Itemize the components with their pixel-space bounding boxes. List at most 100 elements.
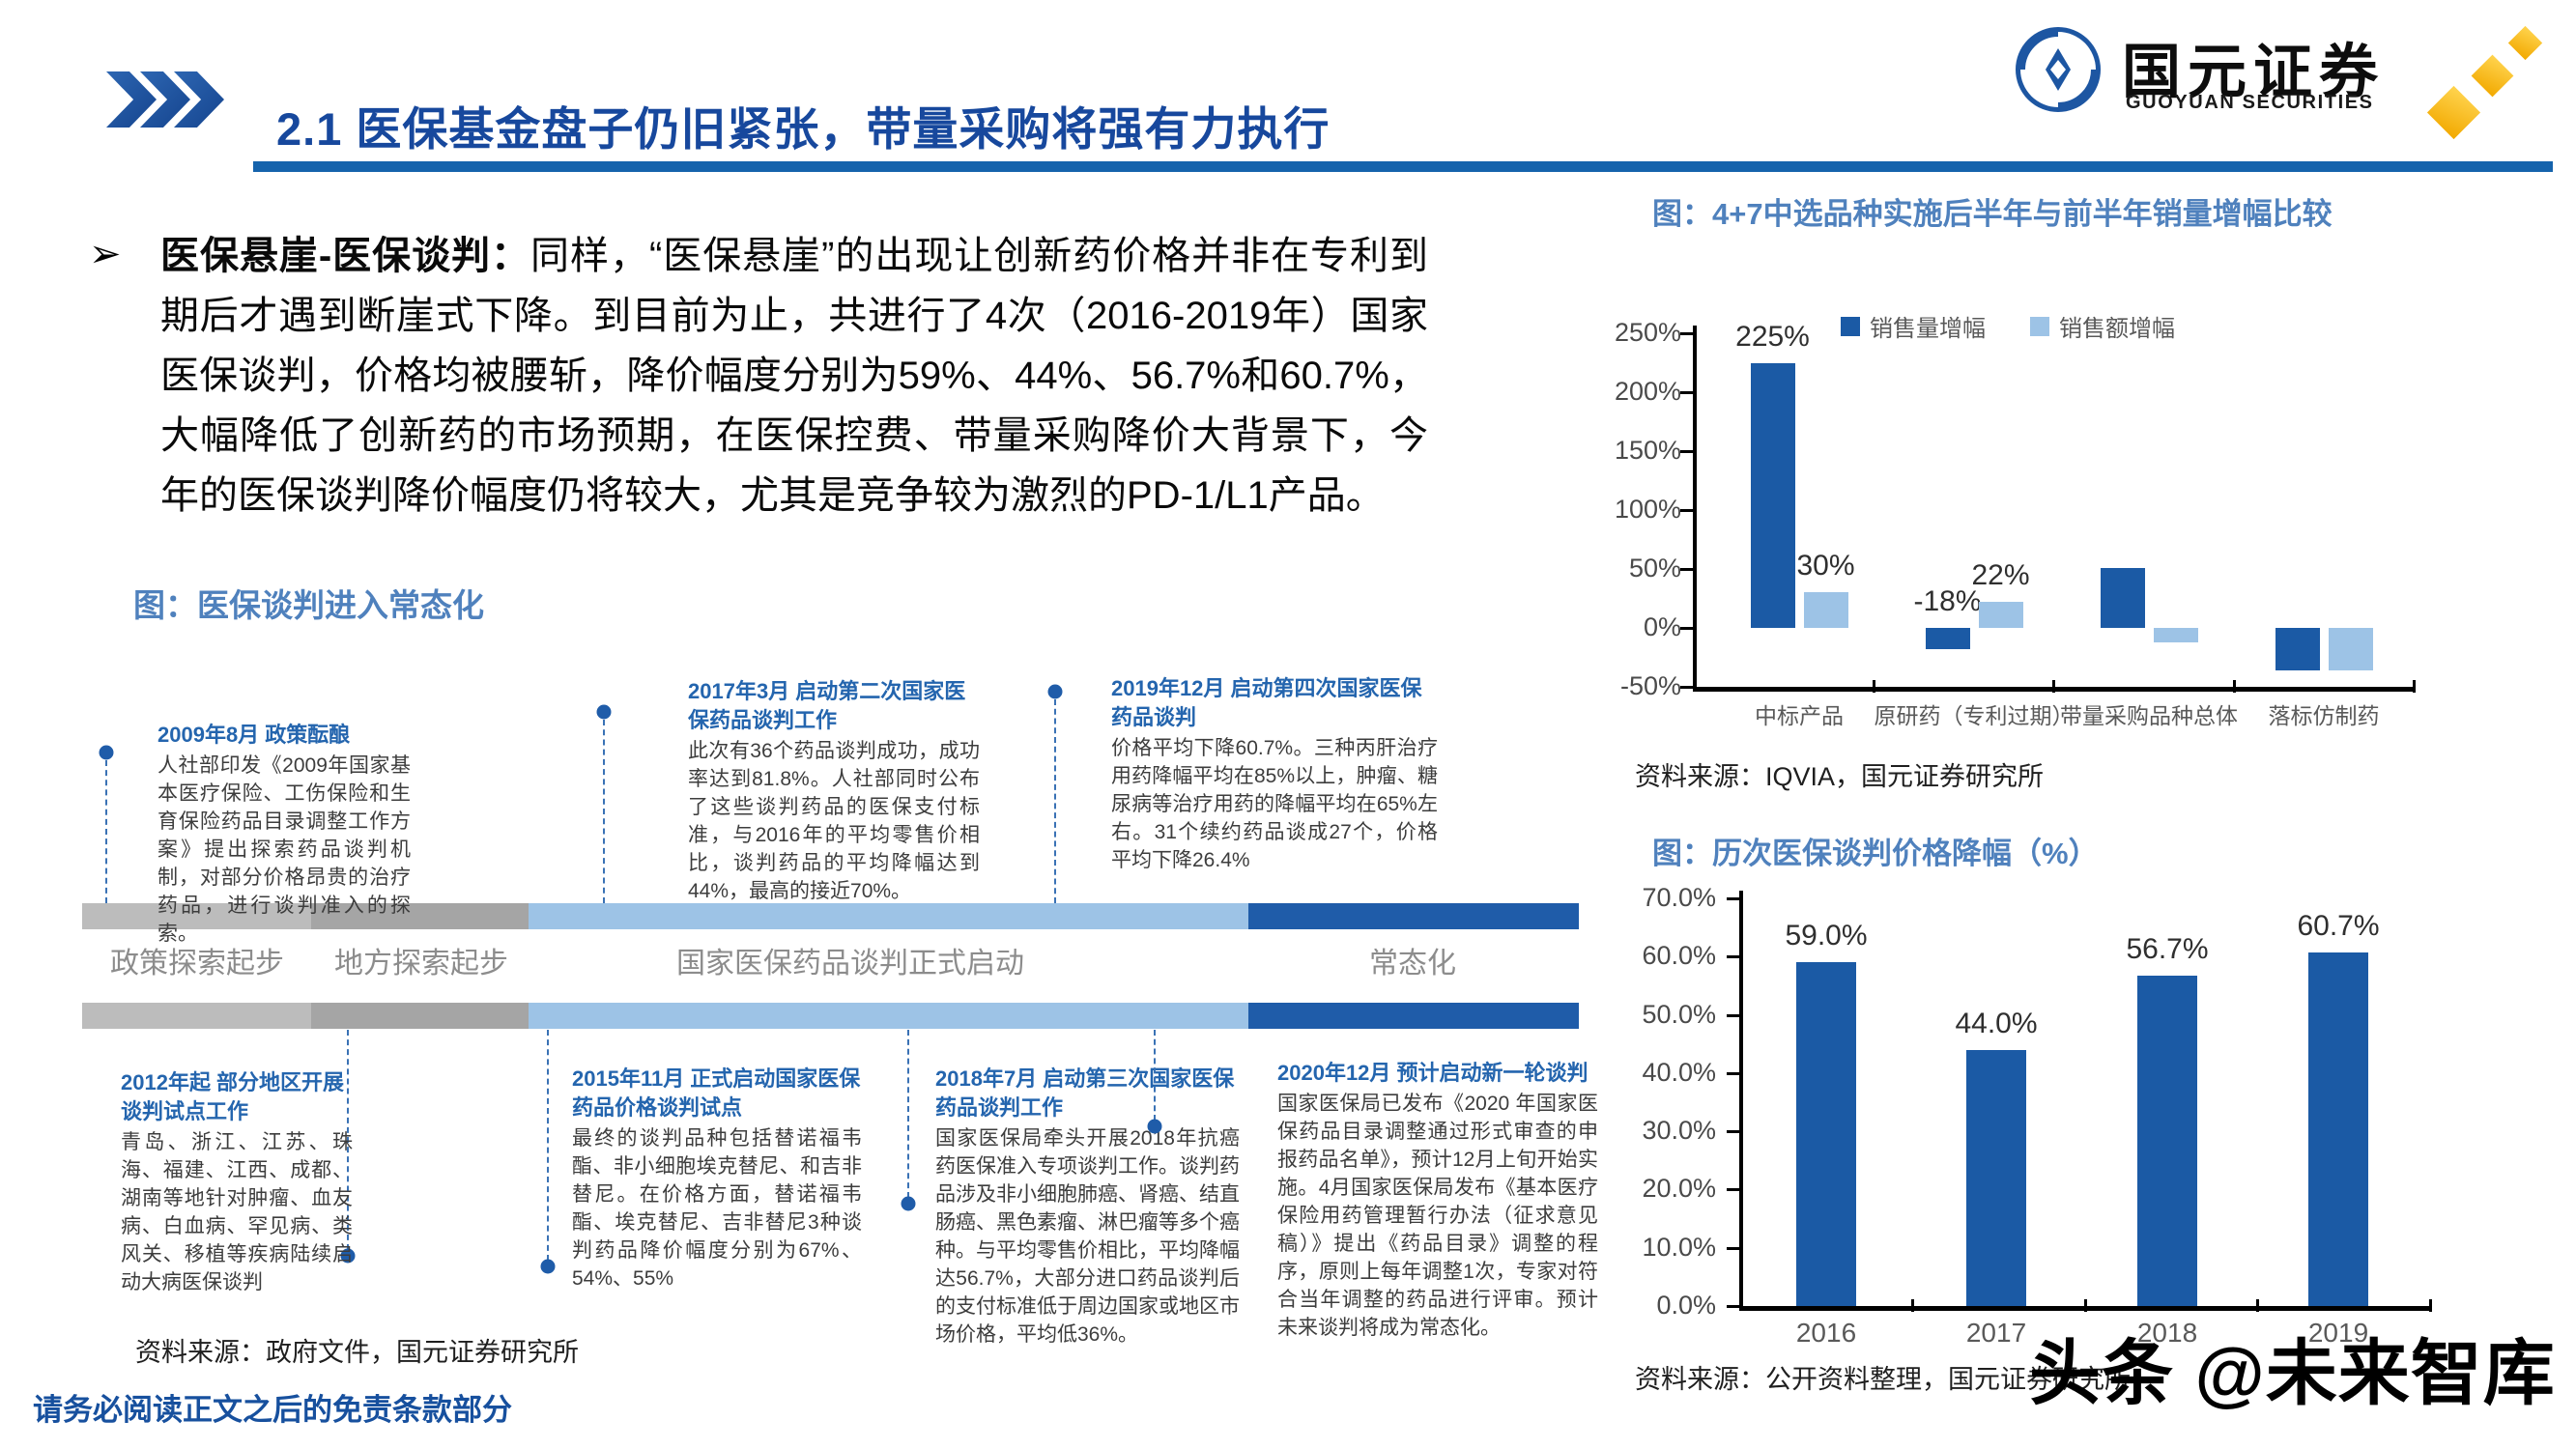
y-tick-mark [1727,1246,1739,1250]
y-tick-mark [1727,1071,1739,1075]
category-label: 2017 [1965,1318,2027,1348]
bar-value-label: 225% [1735,320,1810,353]
footer-disclaimer: 请务必阅读正文之后的免责条款部分 [33,1393,512,1427]
bar-value-label: 44.0% [1955,1007,2038,1039]
milestone: 2012年起 部分地区开展谈判试点工作 青岛、浙江、江苏、珠海、福建、江西、成都、… [121,1068,353,1296]
y-tick-mark [1727,1130,1739,1134]
y-tick-label: 20.0% [1642,1174,1716,1204]
timeline-stage-segment [82,1003,311,1029]
legend-label: 销售量增幅 [1870,316,1986,342]
y-tick-label: 40.0% [1642,1057,1716,1087]
y-tick-mark [1727,1188,1739,1192]
milestone-body: 国家医保局已发布《2020 年国家医保药品目录调整通过形式审查的申报药品名单》，… [1277,1093,1598,1339]
y-tick-label: 70.0% [1642,882,1716,912]
guoyuan-logo-icon [2016,27,2101,112]
timeline-stage-segment [1248,903,1579,929]
y-tick-mark [1680,627,1693,630]
bar [1796,962,1856,1306]
y-tick-label: 50.0% [1642,999,1716,1029]
y-tick-label: 200% [1614,377,1681,406]
y-tick-mark [1727,1013,1739,1017]
bar-value-label: 30% [1796,550,1855,582]
bar [2153,628,2198,642]
milestone-connector [1154,1030,1156,1121]
x-tick-mark [1872,680,1875,693]
key-point-paragraph: 医保悬崖-医保谈判：同样，“医保悬崖”的出现让创新药价格并非在专利到期后才遇到断… [160,226,1428,526]
y-tick-mark [1727,1305,1739,1308]
legend-item: 销售额增幅 [2030,309,2175,343]
bar [1925,628,1970,649]
y-tick-mark [1680,509,1693,512]
bar [1978,602,2023,628]
y-tick-label: 30.0% [1642,1116,1716,1146]
bar [2308,952,2368,1306]
timeline-stage-segment [1248,1003,1579,1029]
legend-swatch-icon [1841,316,1860,336]
timeline-stage-segment [529,1003,1248,1029]
bar [2100,567,2145,628]
bar [2137,976,2197,1306]
x-tick-mark [2429,1299,2432,1312]
milestone-heading: 2009年8月 政策酝酿 [157,723,351,747]
y-tick-label: 0.0% [1656,1291,1716,1320]
bullet-arrow-icon: ➢ [89,233,122,275]
x-tick-mark [2413,680,2416,693]
logo-diamond-icon [2471,54,2514,98]
milestone-connector [547,1030,549,1261]
milestone-body: 价格平均下降60.7%。三种丙肝治疗用药降幅平均在85%以上，肿瘤、糖尿病等治疗… [1111,737,1438,871]
bar [1966,1049,2026,1306]
timeline-source: 资料来源：政府文件，国元证券研究所 [135,1338,579,1367]
milestone-body: 青岛、浙江、江苏、珠海、福建、江西、成都、湖南等地针对肿瘤、血友病、白血病、罕见… [121,1131,353,1293]
y-tick-label: 0% [1643,612,1681,641]
milestone: 2019年12月 启动第四次国家医保药品谈判 价格平均下降60.7%。三种丙肝治疗… [1111,674,1438,874]
milestone-heading: 2017年3月 启动第二次国家医保药品谈判工作 [688,679,966,732]
milestone-dot [340,1248,356,1264]
y-tick-mark [1680,686,1693,689]
milestone: 2017年3月 启动第二次国家医保药品谈判工作 此次有36个药品谈判成功，成功率达… [688,677,980,905]
bar [2275,628,2320,670]
y-tick-label: 250% [1614,318,1681,347]
milestone: 2020年12月 预计启动新一轮谈判国家医保局已发布《2020 年国家医保药品目… [1277,1059,1598,1342]
timeline-stage-label: 政策探索起步 [110,948,284,980]
milestone-connector [603,720,605,903]
milestone-heading: 2020年12月 预计启动新一轮谈判 [1277,1061,1589,1085]
y-tick-label: 60.0% [1642,941,1716,971]
x-tick-mark [2083,1299,2087,1312]
key-point-body: 同样，“医保悬崖”的出现让创新药价格并非在专利到期后才遇到断崖式下降。到目前为止… [160,235,1428,517]
bar [2328,628,2373,670]
bar-value-label: 22% [1971,559,2030,592]
milestone-connector [105,760,107,903]
header-divider [253,161,2553,172]
legend-swatch-icon [2030,316,2049,336]
category-label: 带量采购品种总体 [2060,703,2238,728]
y-tick-mark [1680,568,1693,571]
milestone-body: 国家医保局牵头开展2018年抗癌药医保准入专项谈判工作。谈判药品涉及非小细胞肺癌… [935,1127,1240,1346]
timeline-stage-segment [529,903,1248,929]
category-label: 原研药（专利过期） [1874,703,2075,728]
key-point-lead: 医保悬崖-医保谈判： [160,235,531,277]
legend-item: 销售量增幅 [1841,309,1986,343]
milestone-heading: 2015年11月 正式启动国家医保药品价格谈判试点 [572,1066,861,1120]
y-tick-label: -50% [1619,671,1681,700]
y-tick-label: 100% [1614,495,1681,524]
chart1-source: 资料来源：IQVIA，国元证券研究所 [1635,762,2045,791]
milestone-dot [540,1259,556,1274]
milestone-body: 人社部印发《2009年国家基本医疗保险、工伤保险和生育保险药品目录调整工作方案》… [157,754,411,945]
milestone-connector [347,1030,349,1250]
chart1-legend: 销售量增幅 销售额增幅 [1841,309,2175,343]
x-tick-mark [2052,680,2055,693]
milestone: 2009年8月 政策酝酿人社部印发《2009年国家基本医疗保险、工伤保险和生育保… [157,721,411,948]
y-tick-mark [1680,450,1693,453]
y-tick-label: 50% [1628,554,1681,582]
chart1-title: 图：4+7中选品种实施后半年与前半年销量增幅比较 [1652,197,2333,231]
logo-diamond-icon [2426,85,2481,140]
y-tick-label: 10.0% [1642,1232,1716,1262]
milestone-connector [1054,699,1056,903]
x-tick-mark [2232,680,2236,693]
timeline-stage-label: 地方探索起步 [334,948,508,980]
page-title: 2.1 医保基金盘子仍旧紧张，带量采购将强有力执行 [276,103,1331,156]
milestone-dot [596,704,612,720]
chart2-source: 资料来源：公开资料整理，国元证券研究所 [1635,1365,2131,1394]
timeline-figure-title: 图：医保谈判进入常态化 [133,587,484,623]
milestone-connector [907,1030,909,1198]
